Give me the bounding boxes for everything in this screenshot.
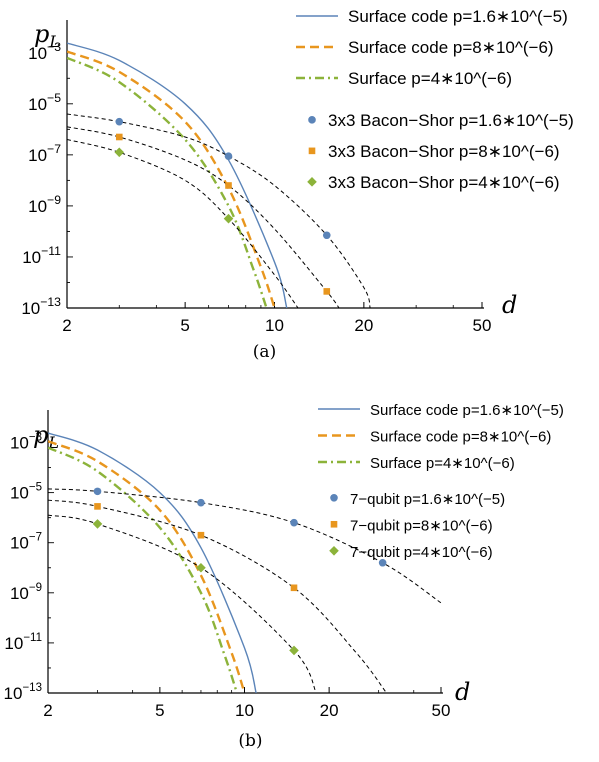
legend: Surface code p=1.6∗10^(−5) Surface code p… — [318, 402, 564, 561]
x-axis-label: d — [455, 678, 470, 706]
legend-entry: 3x3 Bacon−Shor p=8∗10^(−6) — [328, 142, 560, 161]
legend-swatch — [330, 493, 338, 502]
fit-line — [67, 126, 340, 308]
series-line — [48, 440, 246, 693]
chart-a: 2 5 10 20 50 10−3 10−5 10−7 10−9 10−11 10−13 d pL (a)… — [21, 7, 573, 362]
y-tick-label: 10−9 — [10, 582, 42, 603]
plot-area — [67, 42, 371, 308]
legend-entry: 3x3 Bacon−Shor p=4∗10^(−6) — [328, 173, 560, 192]
y-tick-label: 10−9 — [28, 193, 61, 216]
data-point — [224, 152, 233, 160]
data-point — [289, 645, 299, 656]
y-tick-label: 10−11 — [22, 244, 61, 267]
legend-entry: Surface p=4∗10^(−6) — [370, 455, 515, 472]
series-line — [48, 446, 239, 693]
x-tick-label: 50 — [473, 316, 492, 335]
y-tick-label: 10−7 — [28, 142, 61, 165]
legend-entry: Surface code p=8∗10^(−6) — [348, 38, 554, 57]
data-point — [378, 558, 387, 567]
data-point — [197, 498, 205, 507]
figure-caption: (a) — [253, 342, 276, 362]
data-point — [115, 117, 124, 126]
data-point — [290, 584, 298, 592]
fit-line — [48, 499, 387, 693]
data-point — [196, 562, 206, 573]
x-tick-label: 5 — [155, 701, 164, 720]
y-tick-label: 10−11 — [4, 632, 42, 653]
x-tick-label: 2 — [43, 701, 52, 720]
data-point — [93, 487, 102, 496]
x-tick-label: 20 — [354, 316, 373, 335]
y-tick-label: 10−13 — [21, 295, 61, 318]
legend-swatch — [308, 147, 316, 155]
series-line — [67, 56, 268, 308]
y-tick-label: 10−3 — [10, 432, 42, 453]
x-tick-label: 10 — [265, 316, 284, 335]
legend-swatch — [307, 177, 317, 187]
legend-entry: 7−qubit p=4∗10^(−6) — [350, 544, 493, 561]
legend-entry: Surface code p=1.6∗10^(−5) — [348, 7, 568, 26]
data-point — [197, 531, 205, 539]
x-tick-label: 5 — [180, 316, 189, 335]
x-tick-label: 2 — [62, 316, 71, 335]
series-line — [67, 42, 288, 308]
y-tick-label: 10−3 — [28, 40, 61, 63]
data-point — [94, 503, 101, 510]
figure-caption: (b) — [238, 731, 262, 751]
legend-entry: Surface p=4∗10^(−6) — [348, 69, 512, 88]
y-tick-label: 10−5 — [10, 482, 42, 503]
data-point — [322, 231, 331, 240]
legend-entry: 7−qubit p=1.6∗10^(−5) — [350, 491, 505, 508]
data-point — [223, 213, 234, 224]
data-point — [225, 182, 232, 189]
legend-entry: Surface code p=1.6∗10^(−5) — [370, 402, 564, 419]
y-tick-label: 10−13 — [4, 682, 42, 703]
legend-swatch — [330, 520, 338, 528]
data-point — [323, 288, 331, 295]
y-axis-label: pL — [34, 20, 60, 51]
legend-entry: 7−qubit p=8∗10^(−6) — [350, 517, 493, 534]
y-tick-label: 10−5 — [28, 91, 61, 114]
fit-line — [67, 113, 371, 308]
data-point — [290, 518, 298, 527]
fit-line — [67, 139, 299, 308]
legend-entry: Surface code p=8∗10^(−6) — [370, 429, 551, 446]
series-line — [48, 432, 257, 693]
legend-entry: 3x3 Bacon−Shor p=1.6∗10^(−5) — [328, 111, 574, 130]
y-tick-label: 10−7 — [10, 532, 42, 553]
legend: Surface code p=1.6∗10^(−5) Surface code p… — [296, 7, 574, 192]
x-tick-label: 50 — [432, 701, 451, 720]
data-point — [115, 133, 123, 141]
x-tick-label: 20 — [320, 701, 339, 720]
chart-b: 2 5 10 20 50 10−3 10−5 10−7 10−9 10−11 10−13 d pL (b)… — [4, 402, 564, 751]
legend-swatch — [308, 116, 316, 124]
series-line — [67, 50, 276, 308]
y-axis-label: pL — [33, 421, 59, 452]
legend-swatch — [329, 545, 339, 556]
x-tick-label: 10 — [235, 701, 254, 720]
plot-area — [48, 432, 442, 693]
x-axis-label: d — [502, 291, 517, 319]
data-point — [114, 147, 125, 158]
data-point — [92, 519, 103, 529]
